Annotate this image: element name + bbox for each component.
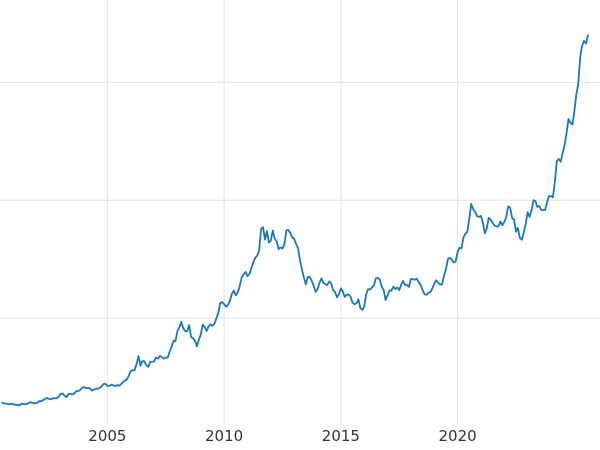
horizontal-gridlines [0,81,600,319]
x-axis-tick-label: 2005 [88,427,126,445]
x-axis-tick-labels: 2005 2010 2015 2020 [88,427,476,445]
price-line [1,34,589,407]
vertical-gridlines [106,0,459,424]
x-axis-tick-label: 2015 [322,427,360,445]
x-axis-tick-label: 2010 [205,427,243,445]
price-series [1,34,589,407]
x-axis-tick-label: 2020 [439,427,477,445]
